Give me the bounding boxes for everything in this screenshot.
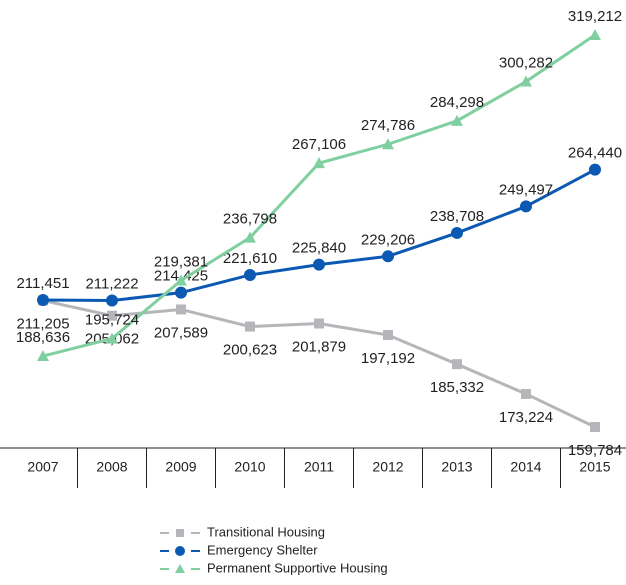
data-label: 207,589	[154, 324, 208, 341]
marker	[106, 294, 118, 307]
data-label: 201,879	[292, 338, 346, 355]
data-label: 267,106	[292, 136, 346, 153]
marker	[314, 318, 324, 329]
x-tick-label: 2007	[27, 459, 58, 475]
marker	[520, 200, 532, 213]
data-label: 211,222	[85, 275, 138, 292]
legend-label: Emergency Shelter	[207, 542, 318, 557]
marker	[107, 310, 117, 321]
marker	[589, 29, 601, 40]
x-tick-label: 2009	[165, 459, 196, 475]
marker	[176, 304, 186, 315]
data-label: 211,205	[16, 316, 69, 333]
marker	[383, 330, 393, 341]
data-label: 173,224	[499, 409, 553, 426]
legend-label: Permanent Supportive Housing	[207, 560, 388, 575]
data-label: 319,212	[568, 8, 622, 25]
data-label: 200,623	[223, 342, 277, 359]
marker	[452, 359, 462, 370]
marker	[175, 546, 185, 556]
marker	[244, 268, 256, 281]
x-tick-label: 2010	[234, 459, 265, 475]
marker	[176, 529, 184, 537]
marker	[589, 163, 601, 176]
data-label: 221,610	[223, 250, 277, 267]
data-label: 229,206	[361, 231, 415, 248]
data-label: 159,784	[568, 442, 622, 459]
marker	[382, 250, 394, 263]
data-label: 197,192	[361, 350, 415, 367]
data-label: 185,332	[430, 379, 484, 396]
marker	[521, 388, 531, 399]
marker	[313, 157, 325, 169]
data-label: 225,840	[292, 240, 346, 257]
marker	[106, 332, 118, 344]
data-label: 300,282	[499, 55, 553, 72]
x-tick-label: 2015	[579, 459, 610, 475]
marker	[590, 422, 600, 432]
data-label: 236,798	[223, 211, 277, 228]
legend-label: Transitional Housing	[207, 524, 325, 539]
marker	[37, 350, 49, 362]
x-tick-label: 2013	[441, 459, 472, 475]
marker	[451, 114, 463, 126]
marker	[245, 321, 255, 332]
marker	[382, 138, 394, 150]
data-label: 238,708	[430, 208, 484, 225]
x-tick-label: 2008	[96, 459, 127, 475]
marker	[313, 258, 325, 271]
marker	[451, 226, 463, 239]
marker	[175, 274, 187, 286]
x-tick-label: 2012	[372, 459, 403, 475]
x-tick-label: 2011	[304, 459, 334, 475]
marker	[37, 293, 49, 306]
data-label: 274,786	[361, 117, 415, 134]
data-label: 211,451	[16, 275, 69, 292]
data-label: 219,381	[154, 253, 208, 270]
data-label: 188,636	[16, 329, 70, 346]
marker	[520, 75, 532, 87]
marker	[175, 286, 187, 299]
data-label: 249,497	[499, 181, 553, 198]
data-label: 195,724	[85, 312, 139, 329]
data-label: 284,298	[430, 94, 484, 111]
data-label: 264,440	[568, 145, 622, 162]
marker	[244, 231, 256, 243]
x-tick-label: 2014	[510, 459, 541, 475]
marker	[175, 564, 185, 573]
